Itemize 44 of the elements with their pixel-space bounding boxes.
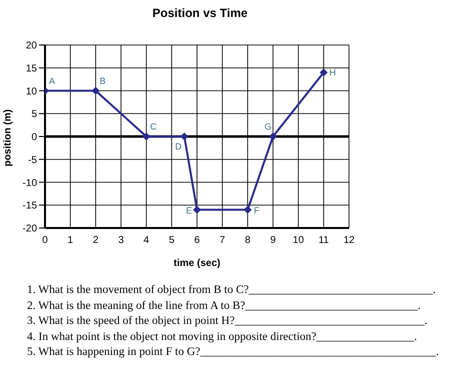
y-tick-label: 0 (31, 132, 38, 144)
y-tick-label: 5 (31, 109, 38, 120)
text: 1. What is the movement of object from B to C?________________________________. (27, 283, 437, 298)
point (142, 132, 150, 140)
y-tick-label: -5 (28, 154, 38, 166)
x-tick-label: 7 (220, 235, 226, 246)
y-tick-label: 20 (26, 40, 38, 52)
point (269, 132, 277, 140)
text: 2. What is the meaning of the line from A to B?______________________________. (27, 298, 422, 314)
x-axis-title: time (sec) (174, 258, 220, 269)
x-tick-label: 2 (92, 235, 99, 246)
x-tick-label: 0 (42, 235, 48, 246)
chart-title: Position vs Time (151, 6, 249, 20)
y-tick-label: 10 (26, 86, 38, 98)
x-tick-label: 6 (194, 235, 200, 246)
x-tick-label: 12 (343, 235, 355, 246)
annotation: C (150, 122, 158, 132)
x-tick-label: 3 (118, 235, 124, 246)
y-tick-label: -10 (22, 178, 38, 189)
point (193, 206, 201, 214)
annotation: H (329, 67, 336, 78)
y-axis-title: position (m) (2, 109, 14, 166)
y-tick-label: 15 (26, 63, 38, 74)
x-tick-label: 8 (244, 235, 251, 246)
annotation: A (48, 76, 56, 86)
y-tick-label: -15 (22, 200, 38, 212)
text: 3. What is the speed of the object in point H?_________________________________. (27, 314, 428, 329)
x-tick-label: 1 (68, 235, 74, 246)
annotation: E (186, 206, 192, 216)
annotation: B (100, 76, 106, 86)
text: 5. What is happening in point F to G?_________________________________________. (27, 345, 439, 360)
point (244, 206, 252, 214)
text: 4. In what point is the object not moving in opposite direction?_________________. (27, 330, 418, 344)
annotation: D (175, 142, 182, 152)
x-tick-label: 9 (270, 235, 276, 246)
point (92, 86, 100, 95)
point (320, 68, 328, 76)
y-tick-label: -20 (22, 224, 38, 235)
annotation: G (264, 122, 272, 132)
x-tick-label: 4 (144, 235, 150, 246)
x-tick-label: 10 (292, 235, 304, 246)
x-tick-label: 11 (318, 235, 330, 246)
x-tick-label: 5 (168, 235, 175, 246)
annotation: F (254, 206, 260, 216)
